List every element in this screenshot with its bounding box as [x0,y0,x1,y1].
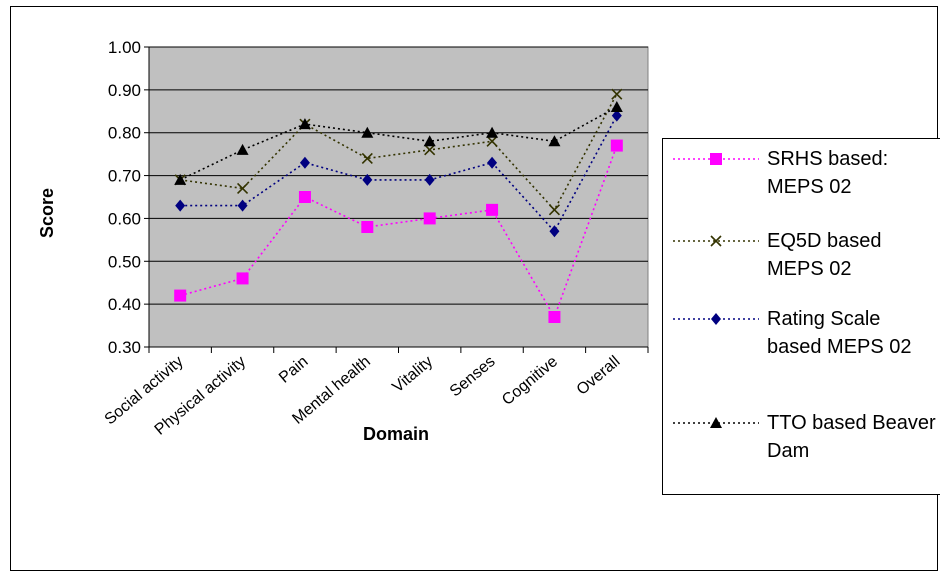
data-point [175,199,186,212]
data-point [236,143,249,155]
plot-background [148,46,649,348]
series-line [180,115,618,233]
data-point [486,135,498,147]
data-point [548,204,561,216]
legend-marker [710,235,722,247]
x-tick-label: Overall [574,353,624,399]
data-point [548,311,561,323]
plot-area [148,46,649,348]
data-point [423,135,436,147]
legend-swatch [673,235,759,247]
y-tick-label: 0.70 [108,167,141,186]
legend-swatch [673,417,759,428]
data-point [236,182,249,194]
line-chart: 0.300.400.500.600.700.800.901.00 Social … [37,38,649,444]
y-axis-title: Score [37,188,57,238]
y-tick-label: 0.90 [108,81,141,100]
legend-marker [710,417,722,428]
data-point [361,221,374,233]
y-tick-label: 0.60 [108,209,141,228]
y-tick-label: 0.80 [108,124,141,143]
data-point [548,135,561,147]
data-point [487,156,498,169]
data-point [424,173,435,186]
legend-label: TTO based Beaver Dam [767,412,936,462]
legend-marker [710,153,722,165]
data-point [486,126,499,138]
data-point [424,144,436,156]
y-tick-label: 0.50 [108,252,141,271]
data-point [174,289,187,302]
data-point [611,109,622,122]
x-tick-label: Vitality [389,353,436,396]
data-point [486,203,499,216]
data-point [236,272,249,285]
series-3 [175,109,622,238]
series-group [174,88,623,323]
data-point [361,126,374,138]
data-point [610,139,623,152]
data-point [237,199,248,212]
gridlines [149,46,648,305]
series-line [180,93,618,212]
legend-swatch [673,313,759,325]
data-point [298,118,311,130]
y-axis: 0.30 0.40 0.50 0.60 0.70 0.80 0.90 1.00 [108,38,150,357]
data-point [549,225,560,238]
y-tick-label: 0.30 [108,338,141,357]
series-line [179,106,618,181]
data-point [298,191,311,203]
data-point [361,152,373,164]
y-tick-label: 0.40 [108,295,141,314]
y-tick-label: 1.00 [108,38,141,57]
series-4 [174,101,623,185]
x-tick-label: Senses [447,353,499,400]
series-1 [174,139,623,323]
data-point [299,156,310,169]
data-point [362,173,373,186]
legend: SRHS based: MEPS 02 EQ5D based MEPS 02 Rat… [662,138,940,495]
legend-label: EQ5D based MEPS 02 [767,230,882,280]
legend-label: SRHS based: MEPS 02 [767,148,889,198]
legend-swatch [673,153,759,165]
data-point [423,212,436,225]
series-line [179,145,618,319]
x-tick-label: Pain [276,353,311,387]
legend-marker [711,313,721,325]
data-point [174,173,187,185]
x-tick-label: Cognitive [499,353,561,409]
data-point [610,101,623,112]
legend-label: Rating Scale based MEPS 02 [767,308,912,358]
x-axis-title: Domain [363,424,429,444]
data-point [611,88,623,100]
